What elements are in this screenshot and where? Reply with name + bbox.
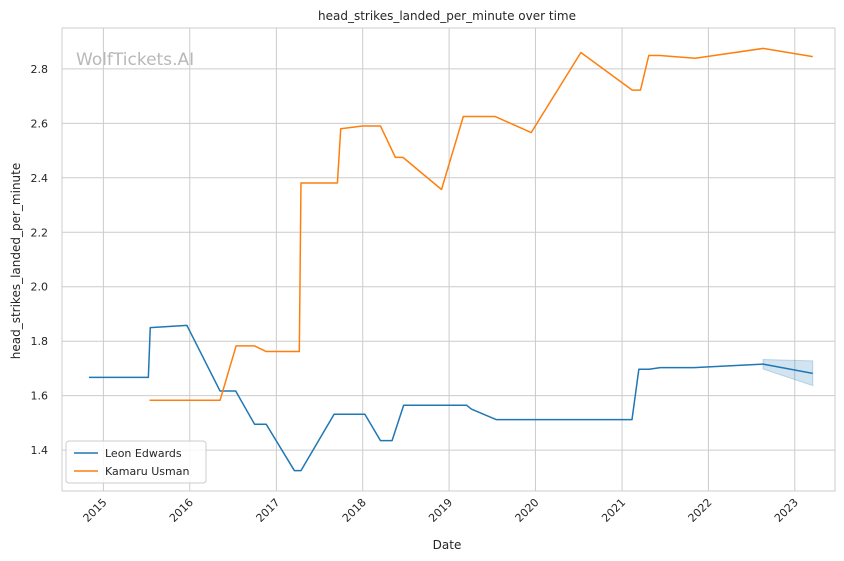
y-tick-label: 1.8 <box>31 335 49 348</box>
y-tick-label: 2.6 <box>31 117 49 130</box>
chart-title: head_strikes_landed_per_minute over time <box>318 9 576 23</box>
y-axis-label: head_strikes_landed_per_minute <box>9 163 23 360</box>
x-axis-label: Date <box>433 538 462 552</box>
y-tick-label: 2.4 <box>31 172 49 185</box>
series-lines-layer <box>88 47 813 472</box>
y-tick-label: 2.2 <box>31 226 49 239</box>
legend: Leon Edwards Kamaru Usman <box>65 440 207 484</box>
legend-box <box>65 440 207 484</box>
legend-label-leon-edwards: Leon Edwards <box>105 447 182 460</box>
y-tick-label: 2.0 <box>31 281 49 294</box>
series-line-kamaru-usman <box>149 47 813 402</box>
watermark: WolfTickets.AI <box>76 50 194 70</box>
series-line-leon-edwards <box>88 324 813 472</box>
grid-lines <box>62 28 835 491</box>
y-tick-label: 1.4 <box>31 444 49 457</box>
y-axis-ticks: 1.4 1.6 1.8 2.0 2.2 2.4 2.6 2.8 <box>31 63 49 457</box>
y-tick-label: 2.8 <box>31 63 49 76</box>
y-tick-label: 1.6 <box>31 390 49 403</box>
legend-label-kamaru-usman: Kamaru Usman <box>105 465 189 478</box>
plot-frame <box>61 27 836 492</box>
